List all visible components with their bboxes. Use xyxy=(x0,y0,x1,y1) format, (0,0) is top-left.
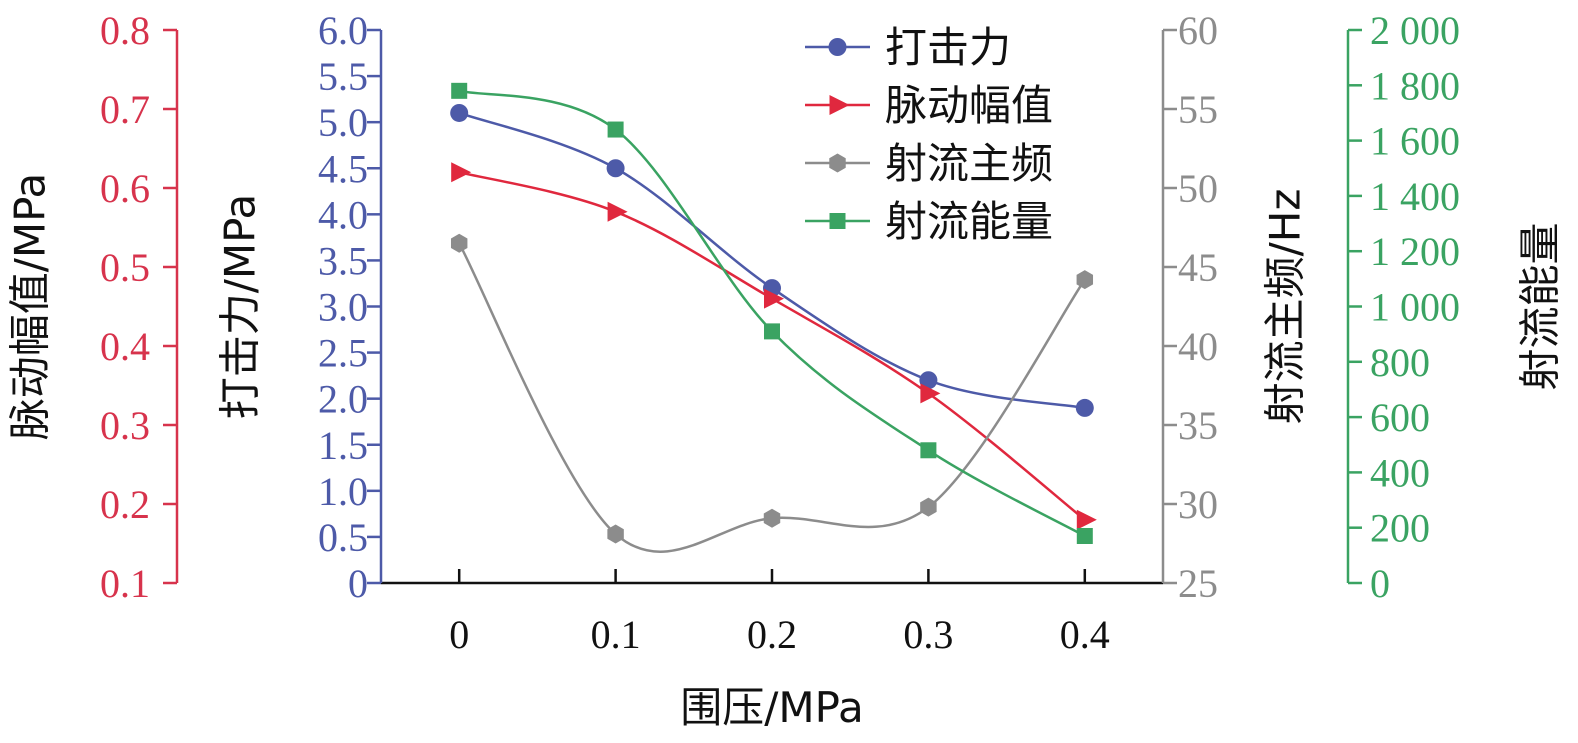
gray-tick-label-55: 55 xyxy=(1178,87,1218,132)
point-jet-energy-0-3 xyxy=(920,442,937,459)
gray-tick-label-40: 40 xyxy=(1178,324,1218,369)
green-tick-label-600: 600 xyxy=(1370,395,1430,440)
x-tick-label-0-3: 0.3 xyxy=(903,612,953,657)
point-jet-main-frequency-0-2 xyxy=(763,508,781,528)
point-jet-main-frequency-0-3 xyxy=(920,497,937,517)
blue-tick-label-3-5: 3.5 xyxy=(318,238,368,283)
green-tick-label-400: 400 xyxy=(1370,450,1430,495)
legend-entry-jet-main-frequency: 射流主频 xyxy=(805,139,1053,188)
red-tick-label-0-8: 0.8 xyxy=(100,8,150,53)
red-tick-label-0-6: 0.6 xyxy=(100,166,150,211)
green-tick-label-1800: 1 800 xyxy=(1370,63,1460,108)
point-jet-energy-0 xyxy=(451,82,468,99)
legend-marker-jet-main-frequency xyxy=(829,153,846,173)
green-tick-label-2000: 2 000 xyxy=(1370,8,1460,53)
legend-label-impact-force: 打击力 xyxy=(885,23,1011,72)
red-tick-label-0-5: 0.5 xyxy=(100,245,150,290)
green-tick-label-1000: 1 000 xyxy=(1370,285,1460,330)
legend-marker-jet-energy xyxy=(829,213,846,229)
red-tick-label-0-1: 0.1 xyxy=(100,561,150,606)
red-axis-title: 脉动幅值/MPa xyxy=(6,173,55,441)
x-tick-label-0-2: 0.2 xyxy=(747,612,797,657)
blue-tick-label-4-0: 4.0 xyxy=(318,192,368,237)
green-tick-label-800: 800 xyxy=(1370,340,1430,385)
gray-tick-label-60: 60 xyxy=(1178,8,1218,53)
green-tick-label-0: 0 xyxy=(1370,561,1390,606)
axes-layer: 0 0.1 0.2 0.3 0.4 围压/MPa 0.1 0.2 0.3 0.4 0.5 0.6 0.7… xyxy=(6,8,1565,732)
point-jet-main-frequency-0-1 xyxy=(607,524,624,544)
blue-tick-label-4-5: 4.5 xyxy=(318,146,368,191)
legend-entry-jet-energy: 射流能量 xyxy=(805,197,1053,246)
blue-tick-label-6-0: 6.0 xyxy=(318,8,368,53)
blue-tick-label-0-5: 0.5 xyxy=(318,515,368,560)
legend-label-jet-energy: 射流能量 xyxy=(885,197,1053,246)
legend-entry-pulse-amplitude: 脉动幅值 xyxy=(805,81,1053,130)
gray-axis-title: 射流主频/Hz xyxy=(1261,189,1310,425)
point-jet-energy-0-1 xyxy=(607,121,624,138)
gray-tick-label-25: 25 xyxy=(1178,561,1218,606)
red-tick-label-0-2: 0.2 xyxy=(100,482,150,527)
blue-tick-label-1-0: 1.0 xyxy=(318,469,368,514)
blue-tick-label-1-5: 1.5 xyxy=(318,423,368,468)
gray-tick-label-30: 30 xyxy=(1178,482,1218,527)
x-axis-title: 围压/MPa xyxy=(680,683,864,732)
x-tick-label-0-1: 0.1 xyxy=(591,612,641,657)
green-tick-label-200: 200 xyxy=(1370,506,1430,551)
red-tick-label-0-7: 0.7 xyxy=(100,87,150,132)
series-layer xyxy=(450,82,1097,553)
point-jet-main-frequency-0-4 xyxy=(1076,270,1094,290)
point-pulse-amplitude-0-4 xyxy=(1076,509,1097,530)
point-impact-force-0-3 xyxy=(919,371,938,390)
blue-axis-title: 打击力/MPa xyxy=(216,194,265,420)
green-tick-label-1400: 1 400 xyxy=(1370,174,1460,219)
blue-tick-label-2-0: 2.0 xyxy=(318,377,368,422)
point-impact-force-0-4 xyxy=(1075,398,1094,417)
legend-marker-impact-force xyxy=(828,38,847,56)
legend-entry-impact-force: 打击力 xyxy=(805,23,1011,72)
gray-tick-label-45: 45 xyxy=(1178,245,1218,290)
gray-tick-label-50: 50 xyxy=(1178,166,1218,211)
blue-tick-label-5-0: 5.0 xyxy=(318,100,368,145)
point-jet-energy-0-2 xyxy=(764,323,780,340)
red-tick-label-0-3: 0.3 xyxy=(100,403,150,448)
blue-tick-label-5-5: 5.5 xyxy=(318,54,368,99)
gray-tick-label-35: 35 xyxy=(1178,403,1218,448)
point-pulse-amplitude-0-3 xyxy=(920,383,941,404)
green-tick-label-1600: 1 600 xyxy=(1370,119,1460,164)
red-tick-label-0-4: 0.4 xyxy=(100,324,150,369)
legend-marker-pulse-amplitude xyxy=(829,95,850,115)
legend-label-jet-main-frequency: 射流主频 xyxy=(885,139,1053,188)
point-impact-force-0 xyxy=(450,103,469,122)
point-jet-main-frequency-0 xyxy=(450,233,468,253)
point-pulse-amplitude-0-2 xyxy=(764,288,784,309)
x-tick-label-0: 0 xyxy=(449,612,469,657)
blue-tick-label-2-5: 2.5 xyxy=(318,331,368,376)
legend-label-pulse-amplitude: 脉动幅值 xyxy=(885,81,1053,130)
point-impact-force-0-1 xyxy=(606,159,625,178)
point-pulse-amplitude-0 xyxy=(451,162,472,183)
series-jet-main-frequency xyxy=(450,233,1094,553)
x-tick-label-0-4: 0.4 xyxy=(1060,612,1110,657)
point-pulse-amplitude-0-1 xyxy=(607,201,628,222)
green-axis-title: 射流能量 xyxy=(1516,222,1565,390)
series-pulse-amplitude xyxy=(451,162,1097,530)
series-jet-energy xyxy=(451,82,1093,544)
green-tick-label-1200: 1 200 xyxy=(1370,229,1460,274)
point-jet-energy-0-4 xyxy=(1076,527,1093,544)
blue-tick-label-0: 0 xyxy=(348,561,368,606)
blue-tick-label-3-0: 3.0 xyxy=(318,285,368,330)
